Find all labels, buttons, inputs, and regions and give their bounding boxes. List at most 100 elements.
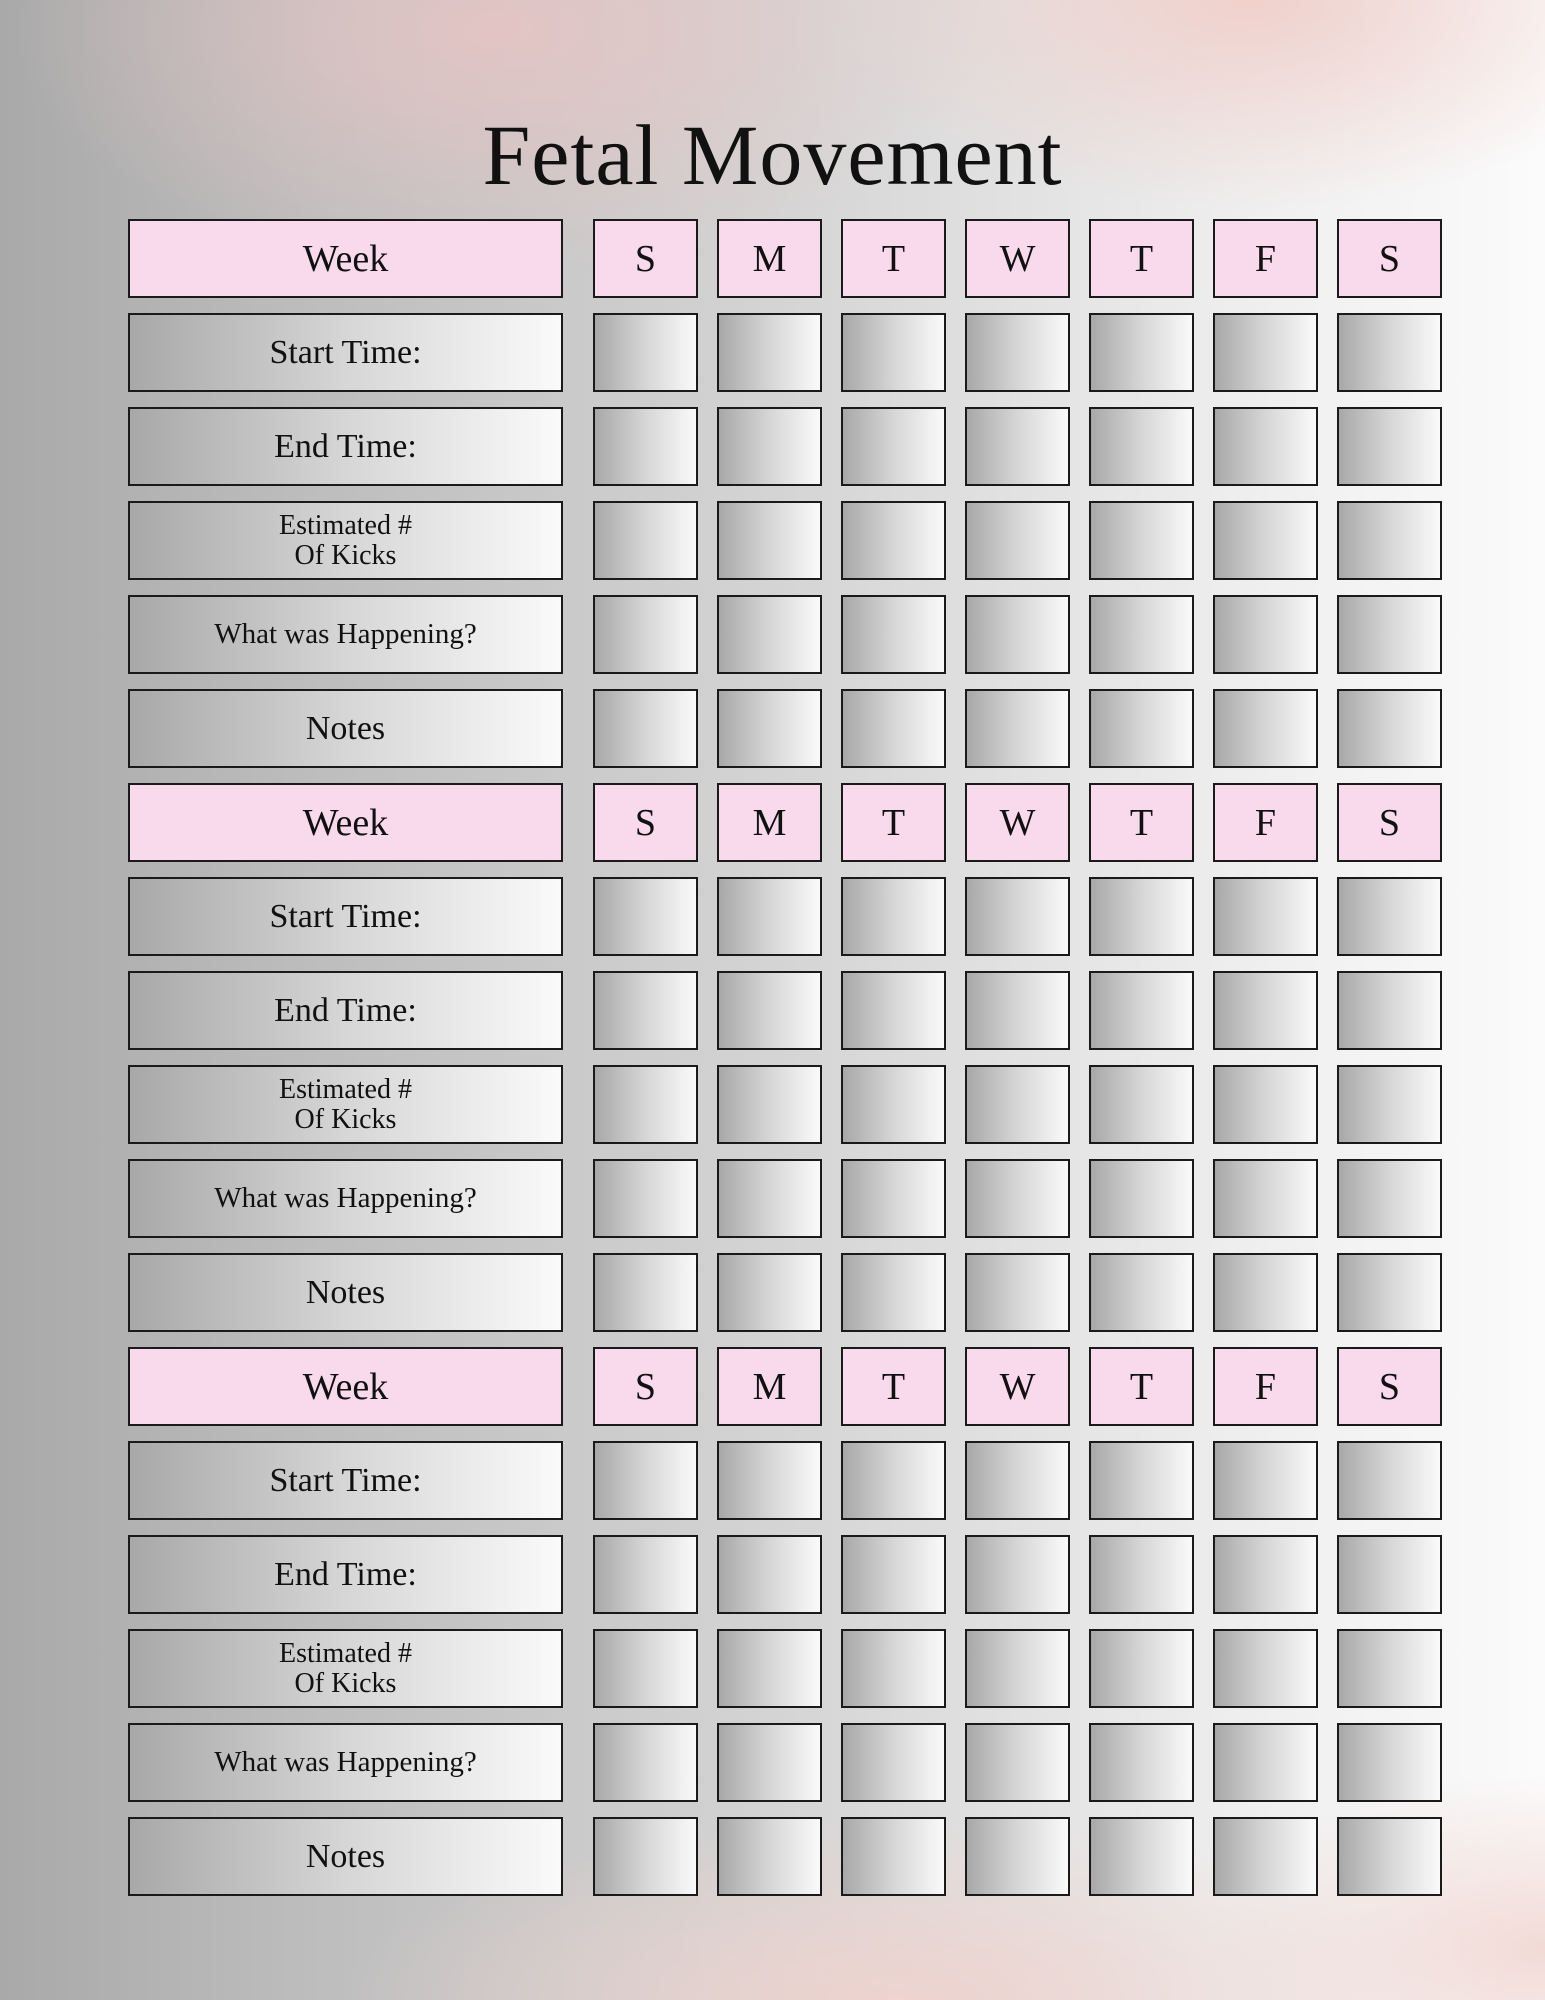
- entry-input[interactable]: [1215, 1443, 1316, 1518]
- entry-input[interactable]: [719, 973, 820, 1048]
- entry-cell[interactable]: [593, 501, 698, 580]
- entry-cell[interactable]: [1337, 971, 1442, 1050]
- entry-input[interactable]: [1339, 503, 1440, 578]
- entry-cell[interactable]: [965, 1253, 1070, 1332]
- entry-cell[interactable]: [1337, 1535, 1442, 1614]
- entry-cell[interactable]: [841, 1441, 946, 1520]
- entry-cell[interactable]: [717, 971, 822, 1050]
- entry-cell[interactable]: [1337, 1159, 1442, 1238]
- entry-input[interactable]: [843, 503, 944, 578]
- entry-input[interactable]: [1091, 1537, 1192, 1612]
- entry-input[interactable]: [1091, 1255, 1192, 1330]
- entry-cell[interactable]: [1337, 1065, 1442, 1144]
- entry-input[interactable]: [1091, 1161, 1192, 1236]
- entry-cell[interactable]: [965, 1441, 1070, 1520]
- entry-input[interactable]: [1339, 973, 1440, 1048]
- entry-cell[interactable]: [593, 971, 698, 1050]
- entry-cell[interactable]: [1089, 501, 1194, 580]
- entry-cell[interactable]: [1213, 1253, 1318, 1332]
- entry-input[interactable]: [1091, 315, 1192, 390]
- entry-input[interactable]: [1215, 1725, 1316, 1800]
- entry-cell[interactable]: [1213, 1159, 1318, 1238]
- entry-cell[interactable]: [1337, 1629, 1442, 1708]
- entry-input[interactable]: [1339, 1161, 1440, 1236]
- entry-input[interactable]: [843, 1537, 944, 1612]
- entry-input[interactable]: [1091, 1725, 1192, 1800]
- entry-input[interactable]: [719, 879, 820, 954]
- entry-input[interactable]: [1091, 1067, 1192, 1142]
- entry-input[interactable]: [1091, 1443, 1192, 1518]
- entry-input[interactable]: [843, 1819, 944, 1894]
- entry-input[interactable]: [595, 1161, 696, 1236]
- entry-input[interactable]: [1091, 691, 1192, 766]
- entry-input[interactable]: [1215, 1631, 1316, 1706]
- entry-cell[interactable]: [841, 1817, 946, 1896]
- entry-input[interactable]: [595, 1819, 696, 1894]
- entry-input[interactable]: [719, 1725, 820, 1800]
- entry-cell[interactable]: [1089, 1253, 1194, 1332]
- entry-input[interactable]: [843, 409, 944, 484]
- entry-cell[interactable]: [1337, 1723, 1442, 1802]
- entry-input[interactable]: [595, 1631, 696, 1706]
- entry-cell[interactable]: [1337, 877, 1442, 956]
- entry-input[interactable]: [967, 1161, 1068, 1236]
- entry-input[interactable]: [1339, 1537, 1440, 1612]
- entry-input[interactable]: [967, 1067, 1068, 1142]
- entry-cell[interactable]: [1337, 313, 1442, 392]
- entry-input[interactable]: [843, 1161, 944, 1236]
- entry-input[interactable]: [595, 1725, 696, 1800]
- entry-cell[interactable]: [1337, 407, 1442, 486]
- entry-cell[interactable]: [717, 1065, 822, 1144]
- entry-cell[interactable]: [1337, 1253, 1442, 1332]
- entry-cell[interactable]: [965, 501, 1070, 580]
- entry-cell[interactable]: [965, 595, 1070, 674]
- entry-cell[interactable]: [1089, 1817, 1194, 1896]
- entry-cell[interactable]: [717, 1441, 822, 1520]
- entry-input[interactable]: [967, 409, 1068, 484]
- entry-input[interactable]: [967, 1443, 1068, 1518]
- entry-input[interactable]: [967, 1631, 1068, 1706]
- entry-cell[interactable]: [965, 1817, 1070, 1896]
- entry-cell[interactable]: [593, 689, 698, 768]
- entry-input[interactable]: [1215, 409, 1316, 484]
- entry-cell[interactable]: [1089, 1441, 1194, 1520]
- entry-input[interactable]: [1091, 973, 1192, 1048]
- entry-cell[interactable]: [1213, 877, 1318, 956]
- entry-input[interactable]: [595, 1443, 696, 1518]
- entry-input[interactable]: [595, 1255, 696, 1330]
- entry-input[interactable]: [967, 691, 1068, 766]
- entry-cell[interactable]: [1213, 313, 1318, 392]
- entry-cell[interactable]: [593, 1159, 698, 1238]
- entry-cell[interactable]: [1213, 971, 1318, 1050]
- entry-cell[interactable]: [1089, 689, 1194, 768]
- entry-input[interactable]: [967, 597, 1068, 672]
- entry-cell[interactable]: [965, 1723, 1070, 1802]
- entry-cell[interactable]: [717, 1723, 822, 1802]
- entry-cell[interactable]: [1089, 1159, 1194, 1238]
- entry-input[interactable]: [1339, 1443, 1440, 1518]
- entry-input[interactable]: [1339, 879, 1440, 954]
- entry-cell[interactable]: [1089, 1535, 1194, 1614]
- entry-input[interactable]: [719, 1537, 820, 1612]
- entry-input[interactable]: [719, 1161, 820, 1236]
- entry-input[interactable]: [967, 879, 1068, 954]
- entry-cell[interactable]: [1213, 595, 1318, 674]
- entry-cell[interactable]: [593, 1441, 698, 1520]
- entry-cell[interactable]: [717, 1535, 822, 1614]
- entry-input[interactable]: [595, 1067, 696, 1142]
- entry-input[interactable]: [719, 503, 820, 578]
- entry-input[interactable]: [1091, 1631, 1192, 1706]
- entry-input[interactable]: [719, 409, 820, 484]
- entry-input[interactable]: [967, 973, 1068, 1048]
- entry-cell[interactable]: [593, 1065, 698, 1144]
- entry-input[interactable]: [843, 1725, 944, 1800]
- entry-input[interactable]: [719, 597, 820, 672]
- entry-cell[interactable]: [1213, 1629, 1318, 1708]
- entry-cell[interactable]: [717, 1159, 822, 1238]
- entry-input[interactable]: [1091, 503, 1192, 578]
- entry-cell[interactable]: [593, 877, 698, 956]
- entry-cell[interactable]: [841, 689, 946, 768]
- entry-input[interactable]: [843, 879, 944, 954]
- entry-cell[interactable]: [841, 501, 946, 580]
- entry-input[interactable]: [843, 1255, 944, 1330]
